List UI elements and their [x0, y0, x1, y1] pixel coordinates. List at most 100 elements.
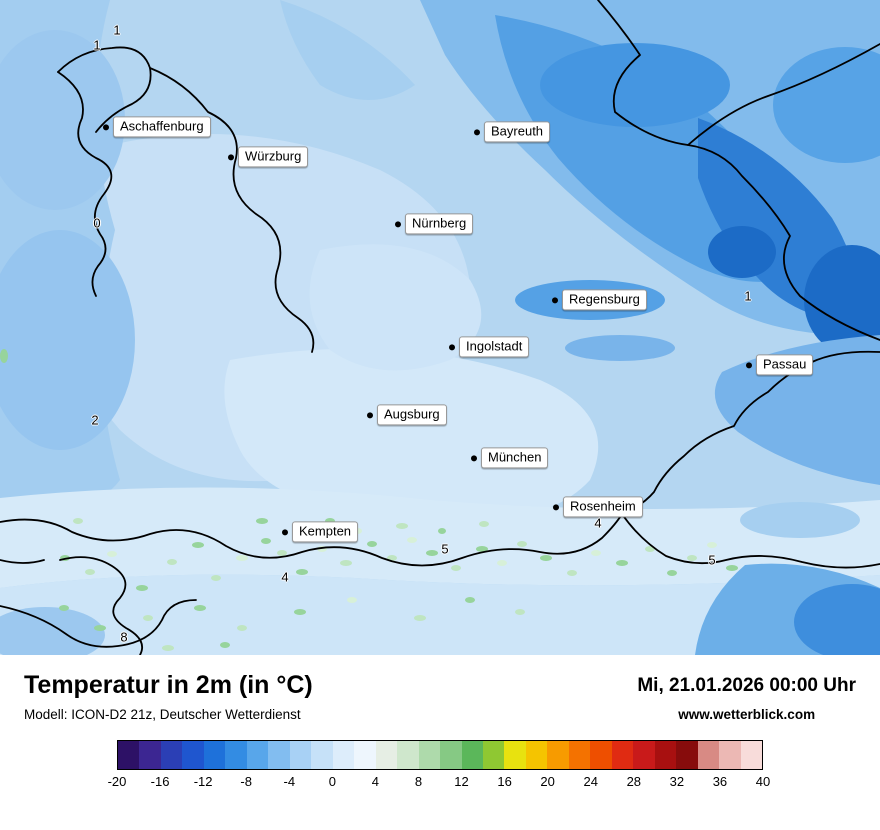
valid-datetime: Mi, 21.01.2026 00:00 Uhr: [637, 675, 856, 696]
colorbar-segment: [440, 741, 462, 769]
temperature-shading: [0, 0, 880, 655]
colorbar-segment: [182, 741, 204, 769]
footer-left-column: Temperatur in 2m (in °C) Modell: ICON-D2…: [24, 671, 313, 722]
city-marker: Nürnberg: [395, 213, 474, 235]
city-dot: [474, 129, 480, 135]
city-marker: Rosenheim: [553, 496, 643, 518]
colorbar-tick-label: 28: [626, 774, 642, 789]
city-marker: Würzburg: [228, 146, 309, 168]
colorbar-segment: [590, 741, 612, 769]
colorbar-segment: [160, 741, 183, 769]
colorbar-segment: [654, 741, 677, 769]
colorbar-segment: [203, 741, 226, 769]
colorbar-tick-label: -12: [193, 774, 213, 789]
isotherm-label: 5: [441, 541, 449, 557]
city-marker: München: [471, 447, 549, 469]
city-dot: [282, 529, 288, 535]
city-dot: [746, 362, 752, 368]
city-dot: [552, 297, 558, 303]
city-dot: [395, 221, 401, 227]
colorbar-tick-label: -20: [107, 774, 127, 789]
colorbar-segment: [268, 741, 290, 769]
city-marker: Regensburg: [552, 289, 647, 311]
colorbar-segment: [354, 741, 376, 769]
colorbar-segment: [397, 741, 419, 769]
colorbar-segment: [246, 741, 269, 769]
city-marker: Kempten: [282, 521, 359, 543]
isotherm-label: 5: [708, 552, 716, 568]
city-label: Ingolstadt: [459, 336, 530, 358]
colorbar-tick-label: 24: [583, 774, 598, 789]
colorbar-segment: [676, 741, 698, 769]
city-label: Passau: [756, 354, 814, 376]
colorbar-ticks: -20 -16 -12 -8 -4 0 4 8 12 16 20 24 28 32 36 40: [108, 774, 771, 794]
colorbar-segment: [633, 741, 655, 769]
city-dot: [471, 455, 477, 461]
colorbar-segment: [311, 741, 333, 769]
colorbar-segment: [547, 741, 569, 769]
colorbar-gradient: [117, 740, 763, 770]
colorbar-segment: [461, 741, 483, 769]
colorbar-segment: [332, 741, 355, 769]
city-label: Augsburg: [377, 404, 447, 426]
website-url: www.wetterblick.com: [678, 707, 816, 722]
city-label: Nürnberg: [405, 213, 474, 235]
colorbar-segment: [719, 741, 741, 769]
colorbar-tick-label: 36: [712, 774, 728, 789]
colorbar-segment: [482, 741, 505, 769]
colorbar-tick-label: 32: [669, 774, 685, 789]
colorbar-tick-label: -16: [150, 774, 170, 789]
colorbar-segment: [418, 741, 441, 769]
city-label: Kempten: [292, 521, 359, 543]
city-marker: Passau: [746, 354, 814, 376]
isotherm-label: 4: [594, 515, 602, 531]
colorbar-segment: [375, 741, 398, 769]
colorbar-tick-label: -8: [240, 774, 252, 789]
map-overlay: Aschaffenburg Würzburg Bayreuth Nürnberg Reg…: [91, 22, 814, 645]
city-marker: Aschaffenburg: [103, 116, 211, 138]
city-dot: [228, 154, 234, 160]
city-label: Aschaffenburg: [113, 116, 211, 138]
colorbar-segment: [139, 741, 161, 769]
isotherm-label: 1: [93, 37, 101, 53]
city-dot: [449, 344, 455, 350]
colorbar-tick-label: -4: [283, 774, 296, 789]
isotherm-label: 2: [91, 412, 99, 428]
city-label: Würzburg: [238, 146, 309, 168]
colorbar-segment: [697, 741, 720, 769]
isotherm-label: 1: [113, 22, 121, 38]
city-dot: [103, 124, 109, 130]
city-label: Bayreuth: [484, 121, 551, 143]
colorbar-tick-label: 8: [414, 774, 423, 789]
colorbar-segment: [504, 741, 526, 769]
colorbar: -20 -16 -12 -8 -4 0 4 8 12 16 20 24 28 32 36 40: [108, 740, 771, 794]
city-dot: [553, 504, 559, 510]
colorbar-segment: [740, 741, 763, 769]
isotherm-label: 4: [281, 569, 289, 585]
colorbar-tick-label: 20: [540, 774, 555, 789]
colorbar-tick-label: 0: [328, 774, 336, 789]
colorbar-segment: [611, 741, 634, 769]
city-label: Regensburg: [562, 289, 647, 311]
map-svg: [0, 0, 880, 655]
colorbar-segment: [568, 741, 591, 769]
city-marker: Ingolstadt: [449, 336, 530, 358]
colorbar-segment: [289, 741, 312, 769]
model-info: Modell: ICON-D2 21z, Deutscher Wetterdie…: [24, 707, 301, 722]
footer-panel: Temperatur in 2m (in °C) Modell: ICON-D2…: [0, 655, 880, 830]
city-dot: [367, 412, 373, 418]
colorbar-tick-label: 12: [454, 774, 469, 789]
city-label: München: [481, 447, 549, 469]
colorbar-tick-label: 40: [755, 774, 771, 789]
colorbar-segment: [118, 741, 140, 769]
city-marker: Augsburg: [367, 404, 447, 426]
footer-right-column: Mi, 21.01.2026 00:00 Uhr www.wetterblick…: [637, 671, 856, 722]
isotherm-label: 1: [744, 288, 752, 304]
colorbar-tick-label: 4: [371, 774, 380, 789]
city-marker: Bayreuth: [474, 121, 551, 143]
map-title: Temperatur in 2m (in °C): [24, 671, 313, 699]
city-label: Rosenheim: [563, 496, 643, 518]
colorbar-tick-label: 16: [497, 774, 512, 789]
isotherm-label: 8: [120, 629, 128, 645]
